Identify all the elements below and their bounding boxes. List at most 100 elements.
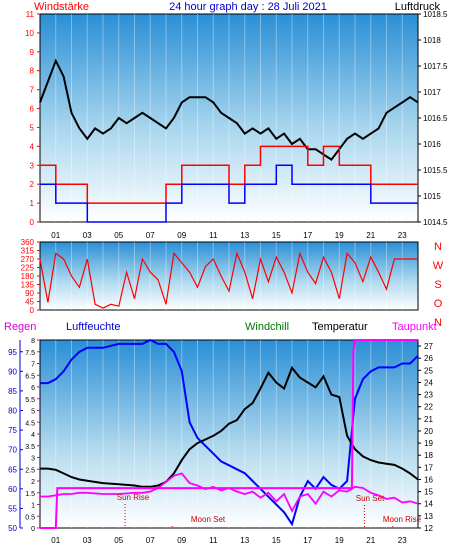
y-tick-label: 180 (21, 272, 35, 281)
x-tick-label: 15 (272, 231, 281, 240)
y-left-tick-label: 2 (30, 180, 35, 189)
y-left-tick-label: 7 (30, 86, 35, 95)
y-left-tick-label: 1 (30, 199, 35, 208)
rain-tick-label: 0.5 (25, 514, 35, 521)
rain-tick-label: 2 (31, 479, 35, 486)
x-tick-label: 11 (209, 536, 218, 545)
x-tick-label: 09 (177, 536, 186, 545)
humidity-tick-label: 75 (8, 426, 17, 435)
y-left-tick-label: 5 (30, 123, 35, 132)
rain-tick-label: 8 (31, 338, 35, 345)
panel-bottom-bg (39, 339, 419, 529)
compass-label: N (434, 241, 442, 253)
temp-tick-label: 20 (424, 427, 433, 436)
legend-taupunkt: Taupunkt (392, 321, 437, 333)
compass-label: S (434, 279, 441, 291)
y-right-tick-label: 1014.5 (423, 218, 448, 227)
x-tick-label: 21 (366, 231, 375, 240)
y-tick-label: 225 (21, 264, 35, 273)
windstaerke-label: Windstärke (34, 1, 89, 13)
y-right-tick-label: 1018.5 (423, 10, 448, 19)
humidity-tick-label: 60 (8, 485, 17, 494)
y-left-tick-label: 6 (30, 105, 35, 114)
series-luftfeuchte (40, 338, 419, 527)
temp-tick-label: 24 (424, 378, 433, 387)
rain-tick-label: 6.5 (25, 373, 35, 380)
rain-tick-label: 7 (31, 362, 35, 369)
temp-tick-label: 12 (424, 524, 433, 533)
y-left-tick-label: 11 (26, 10, 35, 19)
y-right-tick-label: 1018 (423, 36, 441, 45)
rain-tick-label: 1 (31, 503, 35, 510)
y-tick-label: 90 (25, 289, 34, 298)
luftdruck-label: Luftdruck (395, 1, 441, 13)
rain-tick-label: 2.5 (25, 467, 35, 474)
y-tick-label: 0 (30, 306, 35, 315)
y-left-tick-label: 4 (30, 142, 35, 151)
annotation-label: Sun Rise (117, 493, 150, 502)
series-taupunkt (40, 472, 419, 513)
temp-tick-label: 22 (424, 403, 433, 412)
x-tick-label: 01 (51, 231, 60, 240)
rain-tick-label: 1.5 (25, 491, 35, 498)
x-tick-label: 23 (398, 231, 407, 240)
humidity-tick-label: 50 (8, 524, 17, 533)
humidity-tick-label: 95 (8, 348, 17, 357)
rain-tick-label: 5 (31, 409, 35, 416)
annotation-label: Sun Set (356, 494, 385, 503)
rain-tick-label: 3 (31, 456, 35, 463)
y-right-tick-label: 1016.5 (423, 114, 448, 123)
temp-tick-label: 15 (424, 488, 433, 497)
humidity-tick-label: 55 (8, 504, 17, 513)
x-tick-label: 05 (114, 536, 123, 545)
compass-label: O (434, 298, 443, 310)
x-tick-label: 11 (209, 231, 218, 240)
rain-tick-label: 6 (31, 385, 35, 392)
x-tick-label: 07 (146, 536, 155, 545)
series-windrichtung (39, 251, 418, 309)
x-tick-label: 13 (240, 536, 249, 545)
x-tick-label: 03 (83, 231, 92, 240)
y-right-tick-label: 1017.5 (423, 62, 448, 71)
y-left-tick-label: 9 (30, 48, 35, 57)
y-left-tick-label: 3 (30, 161, 35, 170)
temp-tick-label: 14 (424, 500, 433, 509)
x-tick-label: 19 (335, 231, 344, 240)
panel-mid-bg (39, 241, 419, 311)
x-tick-label: 19 (335, 536, 344, 545)
series-regen (40, 339, 418, 529)
series-luftdruck (39, 58, 419, 161)
legend-temperatur: Temperatur (312, 321, 368, 333)
x-tick-label: 17 (303, 536, 312, 545)
x-tick-label: 23 (398, 536, 407, 545)
legend-windchill: Windchill (245, 321, 289, 333)
panel-top: 012345678910111014.510151015.510161016.5… (25, 10, 448, 240)
temp-tick-label: 18 (424, 451, 433, 460)
temp-tick-label: 13 (424, 512, 433, 521)
x-tick-label: 17 (303, 231, 312, 240)
temp-tick-label: 21 (424, 415, 433, 424)
y-tick-label: 315 (21, 247, 35, 256)
y-tick-label: 270 (21, 255, 35, 264)
y-tick-label: 135 (21, 281, 35, 290)
humidity-tick-label: 90 (8, 367, 17, 376)
rain-tick-label: 7.5 (25, 350, 35, 357)
x-tick-label: 13 (240, 231, 249, 240)
x-tick-label: 15 (272, 536, 281, 545)
rain-tick-label: 4.5 (25, 420, 35, 427)
temp-tick-label: 19 (424, 439, 433, 448)
y-left-tick-label: 8 (30, 67, 35, 76)
x-tick-label: 05 (114, 231, 123, 240)
x-tick-label: 03 (83, 536, 92, 545)
x-tick-label: 07 (146, 231, 155, 240)
y-right-tick-label: 1017 (423, 88, 441, 97)
legend-luftfeuchte: Luftfeuchte (66, 321, 120, 333)
y-left-tick-label: 0 (30, 218, 35, 227)
rain-tick-label: 5.5 (25, 397, 35, 404)
series-windstaerke (40, 145, 418, 204)
humidity-tick-label: 65 (8, 465, 17, 474)
chart-title: 24 hour graph day : 28 Juli 2021 (169, 1, 327, 13)
y-right-tick-label: 1015.5 (423, 166, 448, 175)
